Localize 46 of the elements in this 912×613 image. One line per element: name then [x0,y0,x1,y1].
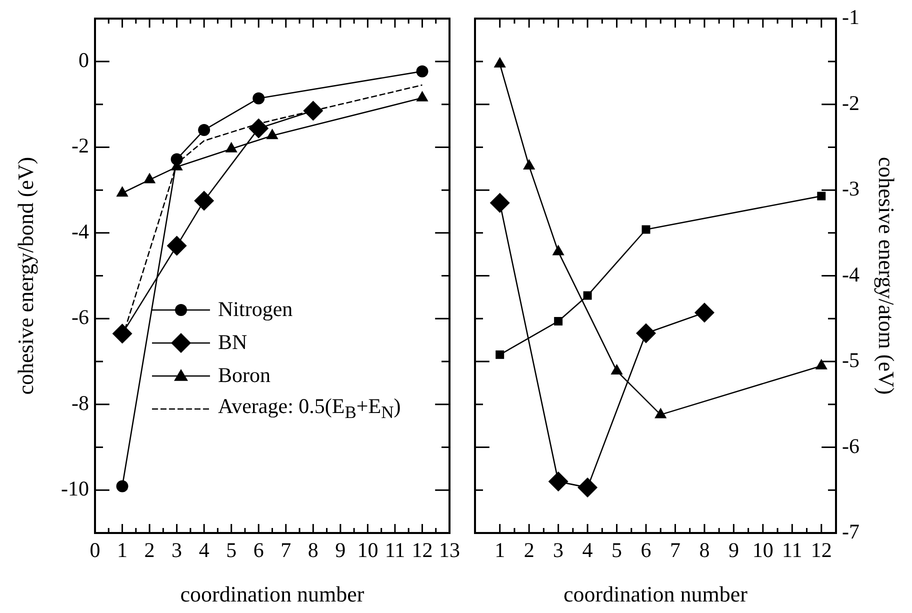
x-tick-label: 13 [439,538,460,562]
y-tick-label: -8 [72,390,89,415]
x-tick-label: 3 [553,538,564,562]
x-tick-label: 1 [117,538,128,562]
y2-tick-label: -7 [842,520,860,544]
x-axis-title: coordination number [180,582,365,607]
x-tick-label: 1 [494,538,506,562]
x-tick-label: 10 [752,538,774,562]
y2-tick-label: -2 [842,90,860,115]
legend-label: Average: 0.5(E$_{B}$+E$_{N}$) [218,394,401,424]
y-tick-label: 0 [78,48,89,72]
x-tick-label: 5 [612,538,622,562]
x-tick-label: 2 [524,538,534,562]
x-tick-label: 6 [253,538,264,562]
legend-label: Nitrogen [218,297,293,322]
y-tick-label: -10 [61,476,89,501]
y2-tick-label: -3 [842,176,860,201]
legend-label: Boron [218,363,270,388]
x-tick-label: 11 [782,538,802,562]
x-tick-label: 12 [412,538,433,562]
x-tick-label: 10 [357,538,378,562]
x-tick-label: 8 [699,538,710,562]
x-tick-label: 3 [172,538,182,562]
x-tick-label: 6 [640,538,652,562]
legend-label: BN [218,330,248,355]
x-tick-label: 12 [810,538,832,562]
y2-tick-label: -6 [842,434,860,458]
y2-tick-label: -1 [842,5,860,30]
y2-axis-title: cohesive energy/atom (eV) [874,156,900,395]
y-tick-label: -6 [72,305,89,330]
y-axis-title: cohesive energy/bond (eV) [12,156,38,395]
x-tick-label: 8 [308,538,318,562]
y2-tick-label: -4 [842,262,860,286]
x-tick-label: 4 [198,538,210,562]
x-tick-label: 11 [384,538,406,562]
y-tick-label: -4 [72,219,90,244]
x-tick-label: 7 [670,538,680,562]
x-tick-label: 5 [226,538,237,562]
x-tick-label: 9 [335,538,346,562]
x-tick-label: 2 [144,538,155,562]
y2-tick-label: -5 [842,348,860,372]
y-tick-label: -2 [72,134,89,158]
x-tick-label: 7 [280,538,292,562]
x-tick-label: 9 [728,538,739,562]
x-tick-label: 4 [582,538,594,562]
x-axis-title: coordination number [564,582,748,607]
